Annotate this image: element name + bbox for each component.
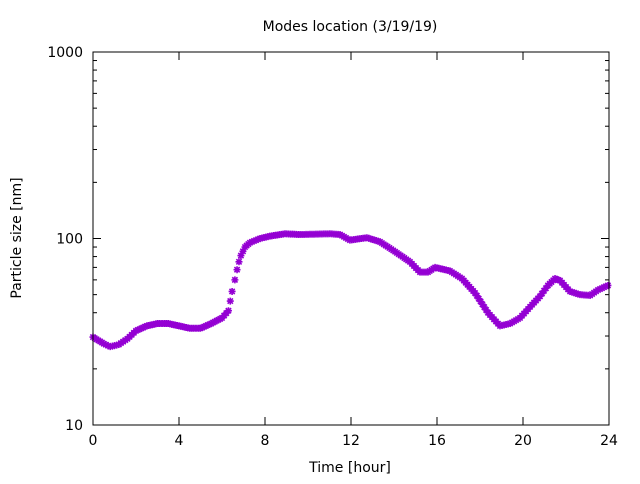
data-point — [248, 238, 256, 246]
x-axis-label: Time [hour] — [308, 460, 391, 476]
y-tick-label: 10 — [65, 418, 83, 434]
data-point — [224, 307, 232, 315]
x-tick-label: 0 — [89, 433, 98, 449]
x-tick-label: 16 — [428, 433, 446, 449]
data-point — [252, 236, 260, 244]
data-point — [228, 287, 236, 295]
data-point — [239, 247, 247, 255]
data-point — [233, 266, 241, 274]
y-tick-label: 100 — [56, 232, 83, 248]
data-point — [246, 239, 254, 247]
plot-frame — [92, 51, 610, 426]
y-axis-label: Particle size [nm] — [9, 177, 25, 298]
data-point — [254, 235, 262, 243]
data-point — [604, 281, 612, 289]
data-point — [235, 258, 243, 266]
x-tick-label: 20 — [514, 433, 532, 449]
chart-title: Modes location (3/19/19) — [263, 19, 438, 35]
data-point — [237, 252, 245, 260]
data-point — [102, 341, 110, 349]
data-point — [231, 276, 239, 284]
data-point — [100, 340, 108, 348]
x-tick-label: 24 — [600, 433, 618, 449]
x-tick-label: 12 — [342, 433, 360, 449]
x-tick-label: 4 — [175, 433, 184, 449]
y-tick-label: 1000 — [47, 45, 83, 61]
data-point — [226, 297, 234, 305]
x-tick-label: 8 — [261, 433, 270, 449]
data-point — [104, 342, 112, 350]
data-point — [250, 237, 258, 245]
